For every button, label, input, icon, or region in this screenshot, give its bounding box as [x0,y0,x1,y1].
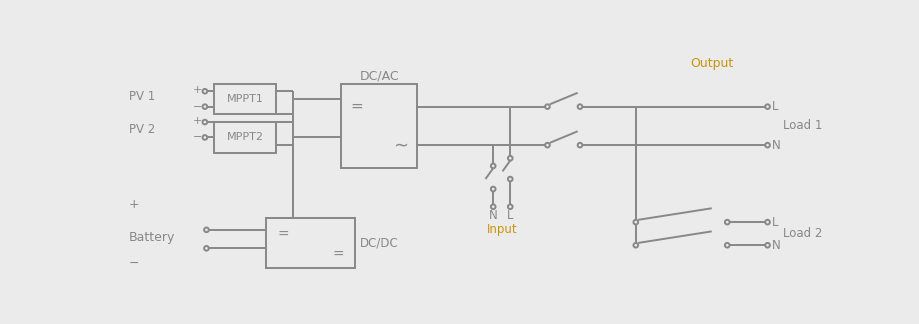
Text: PV 2: PV 2 [129,123,155,136]
Circle shape [204,246,209,251]
Text: MPPT1: MPPT1 [226,94,264,104]
Text: Output: Output [689,57,732,70]
Circle shape [765,243,769,248]
Text: =: = [350,99,363,114]
Text: +: + [192,85,201,95]
Text: N: N [488,210,497,223]
Bar [214,122,276,153]
Text: ∼: ∼ [392,138,407,156]
Circle shape [491,164,495,168]
Circle shape [202,104,207,109]
Circle shape [507,156,512,160]
Circle shape [202,135,207,140]
Text: L: L [771,216,777,229]
Text: Load 1: Load 1 [782,119,822,133]
Text: DC/DC: DC/DC [359,237,398,249]
Bar [341,84,417,168]
Text: MPPT2: MPPT2 [226,133,264,143]
Circle shape [765,104,769,109]
Circle shape [577,143,582,147]
Text: +: + [129,198,140,211]
Text: N: N [771,239,780,252]
Circle shape [633,243,638,248]
Text: PV 1: PV 1 [129,90,155,103]
Circle shape [507,204,512,209]
Text: L: L [506,210,513,223]
Text: =: = [332,248,344,261]
Circle shape [202,120,207,124]
Text: L: L [771,100,777,113]
Circle shape [491,187,495,191]
Bar [266,217,355,268]
Circle shape [545,143,550,147]
Text: Load 2: Load 2 [782,227,822,240]
Text: −: − [192,102,201,112]
Circle shape [202,89,207,94]
Text: Input: Input [486,223,516,236]
Circle shape [724,243,729,248]
Circle shape [545,104,550,109]
Circle shape [577,104,582,109]
Circle shape [765,220,769,225]
Circle shape [204,227,209,232]
Circle shape [724,220,729,225]
Circle shape [507,177,512,181]
Text: DC/AC: DC/AC [359,69,399,82]
Circle shape [491,204,495,209]
Text: =: = [277,227,289,241]
Bar [214,84,276,114]
Text: +: + [192,115,201,125]
Text: −: − [192,133,201,143]
Circle shape [765,143,769,147]
Text: −: − [129,257,140,270]
Text: Battery: Battery [129,231,176,244]
Circle shape [633,220,638,225]
Text: N: N [771,139,780,152]
